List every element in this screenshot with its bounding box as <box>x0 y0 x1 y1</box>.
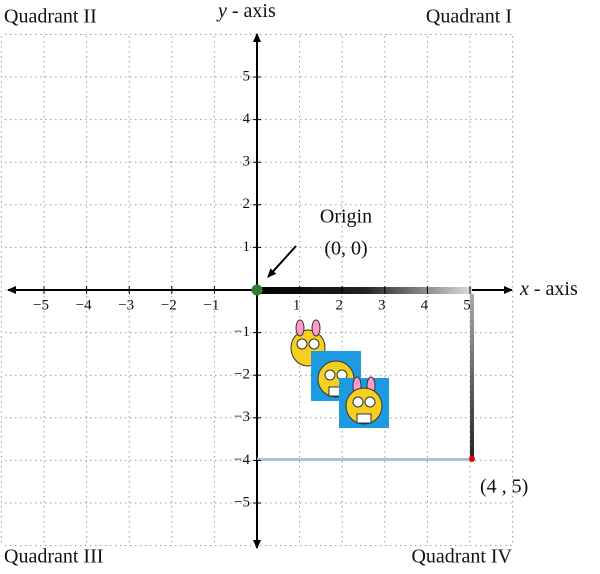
stickers <box>290 319 389 428</box>
y-tick-label: −3 <box>234 409 250 425</box>
y-tick-label: −5 <box>234 494 250 510</box>
quadrant-label: Quadrant II <box>4 6 97 28</box>
origin-dot <box>251 284 263 296</box>
y-tick-label: −1 <box>234 324 250 340</box>
x-tick-label: −2 <box>161 297 177 313</box>
y-tick-label: −2 <box>234 367 250 383</box>
point-label: (4 , 5) <box>480 476 528 498</box>
axis-variable: y <box>216 0 227 22</box>
x-tick-label: 4 <box>421 297 429 313</box>
path-side <box>470 294 474 460</box>
origin-arrow <box>267 245 297 278</box>
x-tick-label: 1 <box>293 297 301 313</box>
x-tick-label: −3 <box>118 297 134 313</box>
y-tick-label: 5 <box>243 68 251 84</box>
y-tick-label: 4 <box>243 111 251 127</box>
x-tick-label: 2 <box>335 297 343 313</box>
y-tick-label: 3 <box>243 154 251 170</box>
axis-text: - axis <box>227 0 276 22</box>
sticker <box>339 376 389 428</box>
y-axis-label: y - axis <box>216 0 276 22</box>
x-tick-label: −1 <box>203 297 219 313</box>
x-tick-label: 3 <box>378 297 386 313</box>
x-axis-label: x - axis <box>519 278 578 300</box>
x-tick-label: 5 <box>463 297 471 313</box>
quadrant-label: Quadrant I <box>426 6 512 28</box>
x-tick-label: −5 <box>33 297 49 313</box>
quadrant-label: Quadrant IV <box>411 546 512 568</box>
origin-coords: (0, 0) <box>324 238 367 260</box>
y-tick-label: 1 <box>243 239 251 255</box>
quadrant-label: Quadrant III <box>4 546 103 568</box>
point <box>469 456 475 462</box>
origin-label: Origin <box>320 206 372 228</box>
path-top <box>257 287 472 294</box>
axis-text: - axis <box>529 278 578 300</box>
path-bottom <box>257 458 472 461</box>
axis-variable: x <box>519 278 529 300</box>
y-tick-label: −4 <box>234 452 250 468</box>
x-tick-label: −4 <box>76 297 92 313</box>
y-tick-label: 2 <box>243 196 251 212</box>
